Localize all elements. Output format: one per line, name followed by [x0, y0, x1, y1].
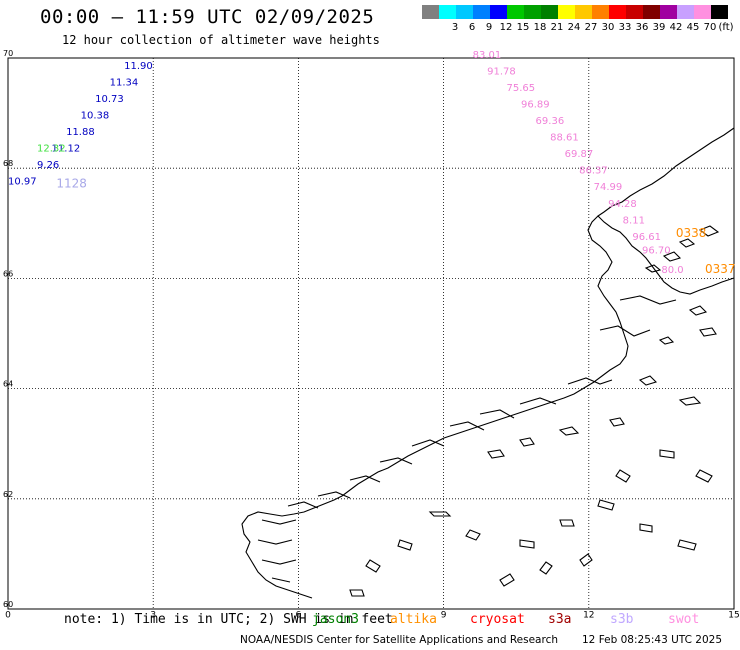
- legend-label: 21: [550, 22, 564, 33]
- legend-swatch: [541, 5, 558, 19]
- coastline: [241, 127, 735, 599]
- swh-value: 12.32: [37, 144, 66, 155]
- satellite-s3b: s3b: [610, 612, 634, 627]
- x-tick-label: 3: [150, 611, 156, 621]
- legend-swatch: [422, 5, 439, 19]
- x-tick-label: 9: [441, 611, 447, 621]
- legend-label: 42: [669, 22, 683, 33]
- swh-value: 91.78: [487, 67, 516, 78]
- swh-value: 11.12: [52, 144, 81, 155]
- swh-value: 96.89: [521, 100, 550, 111]
- swh-value: 75.65: [507, 83, 536, 94]
- legend-swatch: [677, 5, 694, 19]
- legend-label: 15: [516, 22, 530, 33]
- axis-labels: 0 3 6 9 12 15 70 68 66 64 62 60: [3, 49, 740, 621]
- legend-label: 33: [618, 22, 632, 33]
- pass-time-label: 0337: [705, 262, 736, 276]
- legend-label: 18: [533, 22, 547, 33]
- coast-inland-lakes: [349, 449, 713, 597]
- legend-unit: (ft): [718, 22, 734, 33]
- y-tick-label: 68: [3, 159, 13, 168]
- legend-swatch: [456, 5, 473, 19]
- coast-fjords: [257, 295, 677, 583]
- y-tick-label: 66: [3, 269, 13, 278]
- footer-note: note: 1) Time is in UTC; 2) SWH is in fe…: [64, 612, 393, 627]
- swh-value: 69.36: [536, 116, 565, 127]
- y-tick-label: 60: [3, 600, 13, 609]
- legend-swatch: [439, 5, 456, 19]
- swh-value: 11.90: [124, 61, 153, 72]
- map-frame: [7, 57, 735, 610]
- legend-label: 36: [635, 22, 649, 33]
- map-title: 00:00 – 11:59 UTC 02/09/2025: [40, 6, 375, 28]
- swh-value: 88.61: [550, 133, 579, 144]
- legend-label: 70: [703, 22, 717, 33]
- legend-swatch: [592, 5, 609, 19]
- swh-value: 83.01: [473, 50, 502, 61]
- x-tick-label: 12: [583, 611, 594, 621]
- swh-value: 69.87: [565, 149, 594, 160]
- swh-value: 96.70: [642, 246, 671, 257]
- legend-swatch: [694, 5, 711, 19]
- timestamp: 12 Feb 08:25:43 UTC 2025: [582, 634, 722, 646]
- map-subtitle: 12 hour collection of altimeter wave hei…: [62, 33, 380, 47]
- pass-time-label: 0338: [676, 226, 707, 240]
- swh-value: 10.97: [8, 177, 37, 188]
- swh-value: 9.26: [37, 160, 59, 171]
- legend-label: 30: [601, 22, 615, 33]
- graticule: [8, 58, 734, 609]
- legend-swatch: [524, 5, 541, 19]
- swh-value: 8.11: [623, 215, 645, 226]
- x-tick-label: 6: [296, 611, 302, 621]
- swh-value: 11.34: [110, 78, 139, 89]
- legend-swatch: [660, 5, 677, 19]
- satellite-cryosat: cryosat: [470, 612, 525, 627]
- legend-swatch: [507, 5, 524, 19]
- legend-label: 27: [584, 22, 598, 33]
- swh-value: 80.0: [661, 265, 683, 276]
- legend-swatch: [609, 5, 626, 19]
- swh-value: 10.73: [95, 94, 124, 105]
- swh-value: 11.88: [66, 127, 95, 138]
- satellite-swot: swot: [668, 612, 700, 627]
- legend-label: 45: [686, 22, 700, 33]
- legend-swatch: [558, 5, 575, 19]
- legend-label: 39: [652, 22, 666, 33]
- y-tick-label: 64: [3, 380, 13, 389]
- satellite-s3a: s3a: [548, 612, 572, 627]
- swh-value: 96.61: [632, 232, 661, 243]
- credit-line: NOAA/NESDIS Center for Satellite Applica…: [240, 634, 558, 646]
- x-tick-label: 0: [5, 611, 11, 621]
- satellite-jason3: jason3: [312, 612, 359, 627]
- y-tick-label: 70: [3, 49, 13, 58]
- legend-swatch: [711, 5, 728, 19]
- y-tick-label: 62: [3, 490, 13, 499]
- legend-swatch: [473, 5, 490, 19]
- legend-label: 3: [451, 22, 459, 33]
- legend-swatch: [575, 5, 592, 19]
- swh-value: 10.38: [81, 111, 110, 122]
- coast-islands: [487, 225, 720, 459]
- legend-swatch: [490, 5, 507, 19]
- coast-mainland: [241, 127, 735, 599]
- swh-value: 94.28: [608, 199, 637, 210]
- legend-swatch: [643, 5, 660, 19]
- legend-swatch: [626, 5, 643, 19]
- x-tick-label: 15: [728, 611, 739, 621]
- swh-value: 74.99: [594, 182, 623, 193]
- legend-label: 24: [567, 22, 581, 33]
- pass-time-label: 1128: [56, 176, 87, 190]
- legend-label: 12: [499, 22, 513, 33]
- swh-value: 86.37: [579, 166, 608, 177]
- legend-label: 6: [468, 22, 476, 33]
- satellite-altika: altika: [390, 612, 437, 627]
- legend-label: 9: [485, 22, 493, 33]
